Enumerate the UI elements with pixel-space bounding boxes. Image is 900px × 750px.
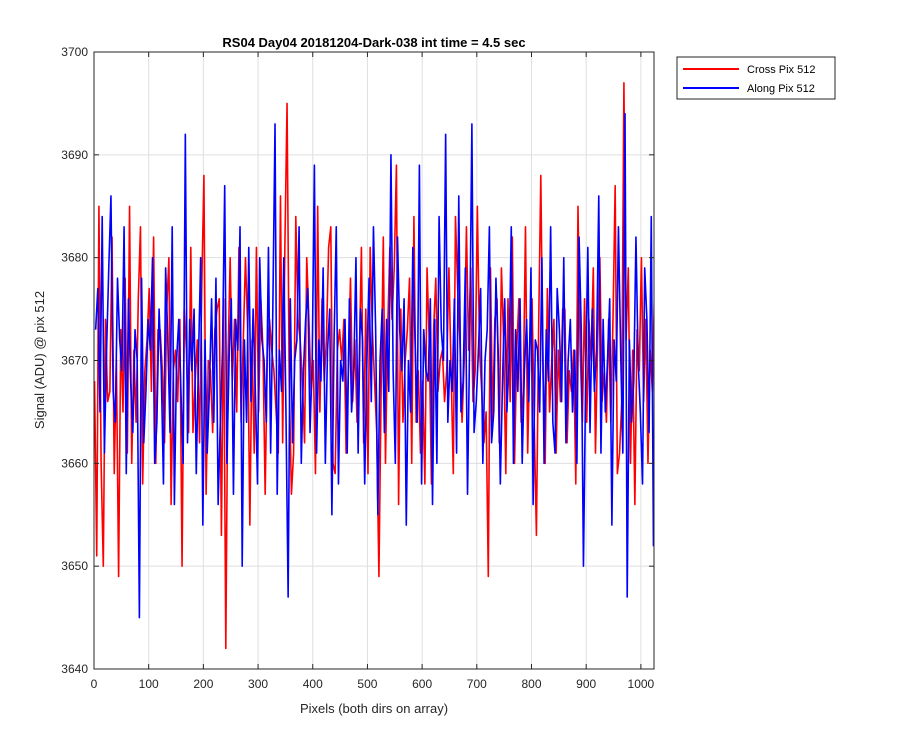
chart-title: RS04 Day04 20181204-Dark-038 int time = …	[222, 35, 525, 50]
x-tick-label: 400	[303, 677, 323, 691]
x-tick-label: 900	[576, 677, 596, 691]
tick-labels: 0 100 200 300 400 500 600 700 800 900 1000 3640 3650…	[61, 45, 654, 691]
y-tick-label: 3680	[61, 251, 88, 265]
y-axis-label: Signal (ADU) @ pix 512	[32, 291, 47, 429]
x-tick-label: 800	[521, 677, 541, 691]
legend[interactable]: Cross Pix 512 Along Pix 512	[676, 56, 836, 100]
y-tick-label: 3700	[61, 45, 88, 59]
x-tick-label: 300	[248, 677, 268, 691]
legend-label-cross-pix: Cross Pix 512	[747, 64, 815, 76]
x-axis-label: Pixels (both dirs on array)	[300, 701, 448, 716]
x-tick-label: 200	[193, 677, 213, 691]
y-tick-label: 3640	[61, 662, 88, 676]
series-line-along-pix	[94, 112, 654, 619]
legend-box	[676, 56, 836, 100]
y-tick-label: 3670	[61, 354, 88, 368]
ticks	[93, 51, 654, 670]
x-tick-label: 700	[467, 677, 487, 691]
x-tick-label: 500	[357, 677, 377, 691]
x-tick-label: 600	[412, 677, 432, 691]
legend-label-along-pix: Along Pix 512	[747, 83, 815, 95]
x-tick-label: 1000	[628, 677, 655, 691]
y-tick-label: 3650	[61, 559, 88, 573]
y-tick-label: 3690	[61, 148, 88, 162]
y-tick-label: 3660	[61, 456, 88, 470]
x-tick-label: 100	[139, 677, 159, 691]
series-layer	[94, 82, 654, 650]
x-tick-label: 0	[91, 677, 98, 691]
